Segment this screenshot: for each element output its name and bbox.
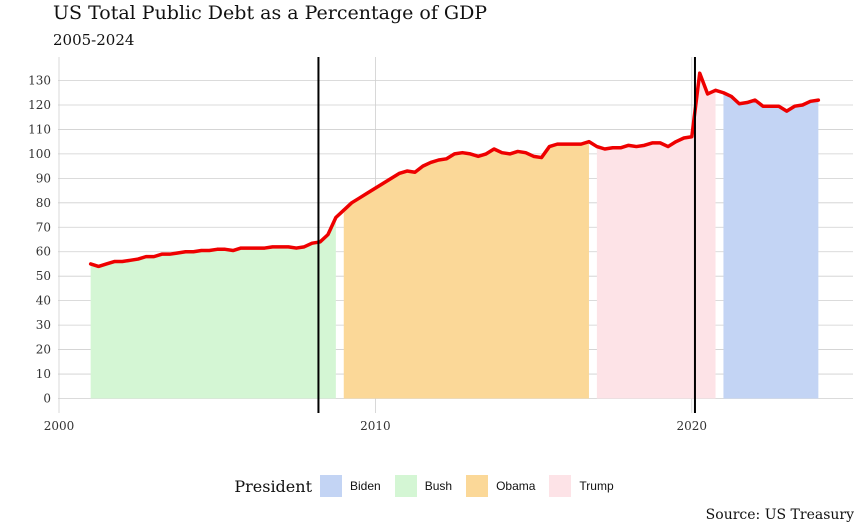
y-tick-label: 100 [28,147,51,161]
legend-item-trump: Trump [549,475,614,497]
y-tick-label: 110 [28,122,51,136]
x-tick-label: 2020 [677,419,708,433]
axis-labels: 0 10 20 30 40 50 60 70 80 90 100 110 120 130 2000 2010 2… [28,74,707,433]
legend-swatch-biden [320,475,342,497]
y-tick-label: 30 [36,318,51,332]
y-tick-label: 20 [36,343,51,357]
legend-label-obama: Obama [496,479,536,493]
event-lines [317,57,696,413]
y-tick-label: 40 [36,294,51,308]
legend-label-biden: Biden [350,479,381,493]
area-obama [343,141,589,399]
chart-title: US Total Public Debt as a Percentage of … [53,2,488,24]
chart-plot: 0 10 20 30 40 50 60 70 80 90 100 110 120 130 2000 2010 2… [28,57,853,433]
x-tick-label: 2000 [44,419,75,433]
y-tick-label: 90 [36,171,51,185]
legend-item-biden: Biden [320,475,381,497]
legend-item-obama: Obama [466,475,535,497]
y-tick-label: 70 [36,220,51,234]
legend-swatch-bush [394,475,417,497]
y-tick-label: 50 [36,269,51,283]
y-tick-label: 10 [36,367,51,381]
y-tick-label: 60 [36,245,51,259]
area-bush [90,217,336,399]
y-tick-label: 120 [28,98,51,112]
y-tick-label: 130 [28,74,51,88]
president-areas [90,73,819,399]
debt-line [88,71,821,269]
legend-label-trump: Trump [579,479,614,493]
y-tick-label: 80 [36,196,51,210]
legend-title: President [234,476,312,496]
legend-swatch-trump [549,475,572,497]
x-tick-label: 2010 [360,419,391,433]
source-caption: Source: US Treasury [705,507,854,523]
area-biden [723,92,819,399]
legend-swatch-obama [466,475,489,497]
legend-label-bush: Bush [424,479,453,493]
area-trump [596,73,716,399]
legend: President Biden Bush Obama Trump [0,474,862,498]
legend-item-bush: Bush [394,475,453,497]
debt-line-layer [88,71,821,269]
y-tick-label: 0 [43,392,51,406]
chart-subtitle: 2005-2024 [53,31,135,49]
